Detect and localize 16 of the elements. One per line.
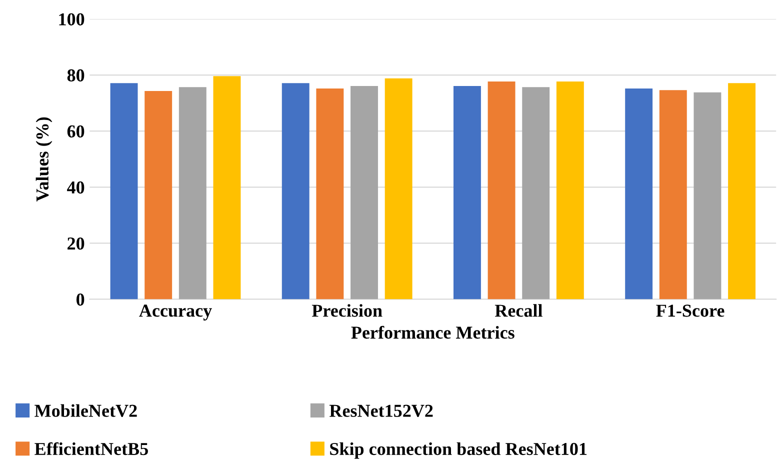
legend-label: ResNet152V2 xyxy=(329,404,433,418)
y-axis-title: Values (%) xyxy=(36,117,52,202)
x-tick-label: Recall xyxy=(494,304,542,317)
legend-label: MobileNetV2 xyxy=(34,404,137,418)
y-tick-label: 80 xyxy=(67,69,84,82)
legend-label: EfficientNetB5 xyxy=(34,442,148,456)
y-tick-label: 60 xyxy=(67,125,84,138)
y-tick-label: 40 xyxy=(67,181,84,194)
legend-label: Skip connection based ResNet101 xyxy=(330,442,587,459)
y-tick-label: 100 xyxy=(59,13,84,26)
x-tick-label: F1-Score xyxy=(656,304,724,317)
x-axis-title: Performance Metrics xyxy=(351,326,514,339)
y-tick-label: 20 xyxy=(68,237,84,250)
x-tick-label: Accuracy xyxy=(139,304,212,320)
x-tick-label: Precision xyxy=(312,304,382,317)
y-tick-label: 0 xyxy=(76,294,84,306)
